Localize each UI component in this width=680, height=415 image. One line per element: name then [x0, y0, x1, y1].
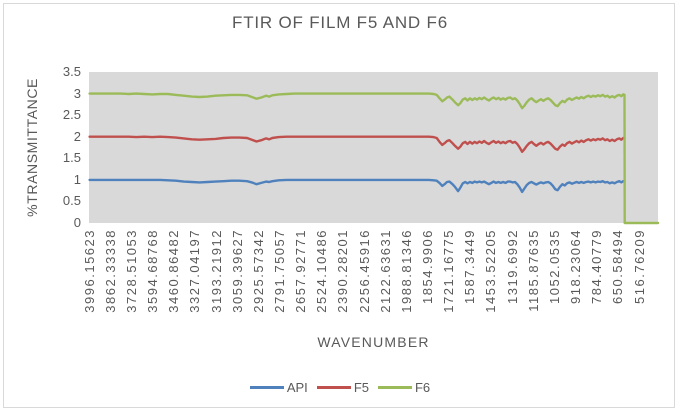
y-axis-title: %TRANSMITTANCE: [24, 78, 40, 217]
legend-item-f5: F5: [316, 379, 369, 395]
x-tick-label: 1185.87635: [525, 229, 541, 312]
y-tick-label: 2: [73, 128, 81, 144]
x-tick-label: 3059.39627: [229, 229, 245, 313]
x-tick-label: 1988.81346: [398, 229, 414, 313]
x-tick-label: 784.40779: [589, 229, 605, 304]
x-tick-label: 2122.63631: [377, 229, 393, 313]
x-tick-label: 3862.33338: [102, 229, 118, 313]
y-tick-label: 0: [73, 215, 81, 230]
x-tick-label: 3193.21912: [208, 229, 224, 313]
legend-label-api: API: [286, 379, 308, 395]
x-tick-label: 1052.0535: [546, 229, 562, 304]
series-plot: [88, 92, 660, 225]
x-tick-label: 516.76209: [631, 229, 647, 304]
x-tick-label: 2256.45916: [356, 229, 372, 313]
x-tick-label: 1587.3449: [462, 229, 478, 304]
legend-label-f6: F6: [414, 379, 431, 395]
y-tick-label: 1.5: [62, 150, 81, 166]
legend-swatch-f5: [316, 385, 351, 389]
x-tick-label: 3327.04197: [187, 229, 203, 313]
series-line-f5: [88, 135, 626, 154]
plot-area: [88, 72, 660, 225]
x-tick-label: 1319.6992: [504, 229, 520, 304]
legend-item-api: API: [249, 379, 308, 395]
x-tick-label: 650.58494: [610, 229, 626, 304]
legend-item-f6: F6: [377, 379, 431, 395]
x-tick-label: 2657.92771: [293, 229, 309, 313]
legend-label-f5: F5: [353, 379, 369, 395]
x-tick-label: 2925.57342: [250, 229, 266, 313]
x-tick-label: 3996.15623: [81, 229, 97, 313]
y-axis-title-wrap: %TRANSMITTANCE: [24, 72, 40, 223]
y-tick-label: 3.5: [62, 64, 81, 79]
x-tick-label: 918.23064: [568, 229, 584, 304]
x-tick-label: 2390.28201: [335, 229, 351, 313]
x-tick-label: 3728.51053: [123, 229, 139, 313]
y-tick-label: 2.5: [62, 107, 81, 123]
x-tick-label: 2791.75057: [271, 229, 287, 313]
legend: API F5 F6: [0, 378, 680, 396]
x-tick-label: 3594.68768: [145, 229, 161, 313]
y-tick-label: 3: [73, 85, 81, 101]
x-tick-label: 1854.9906: [420, 229, 436, 304]
x-axis-title: WAVENUMBER: [317, 334, 430, 350]
series-line-api: [88, 178, 626, 194]
x-tick-label: 1453.52205: [483, 229, 499, 313]
legend-swatch-f6: [377, 385, 412, 389]
x-tick-label: 3460.86482: [166, 229, 182, 313]
y-tick-label: 1: [73, 171, 81, 187]
series-line-f6: [88, 92, 660, 225]
legend-swatch-api: [249, 385, 284, 389]
y-tick-label: 0.5: [62, 193, 81, 209]
chart-title: FTIR OF FILM F5 AND F6: [232, 13, 448, 32]
x-tick-label: 2524.10486: [314, 229, 330, 313]
x-tick-label: 1721.16775: [441, 229, 457, 313]
